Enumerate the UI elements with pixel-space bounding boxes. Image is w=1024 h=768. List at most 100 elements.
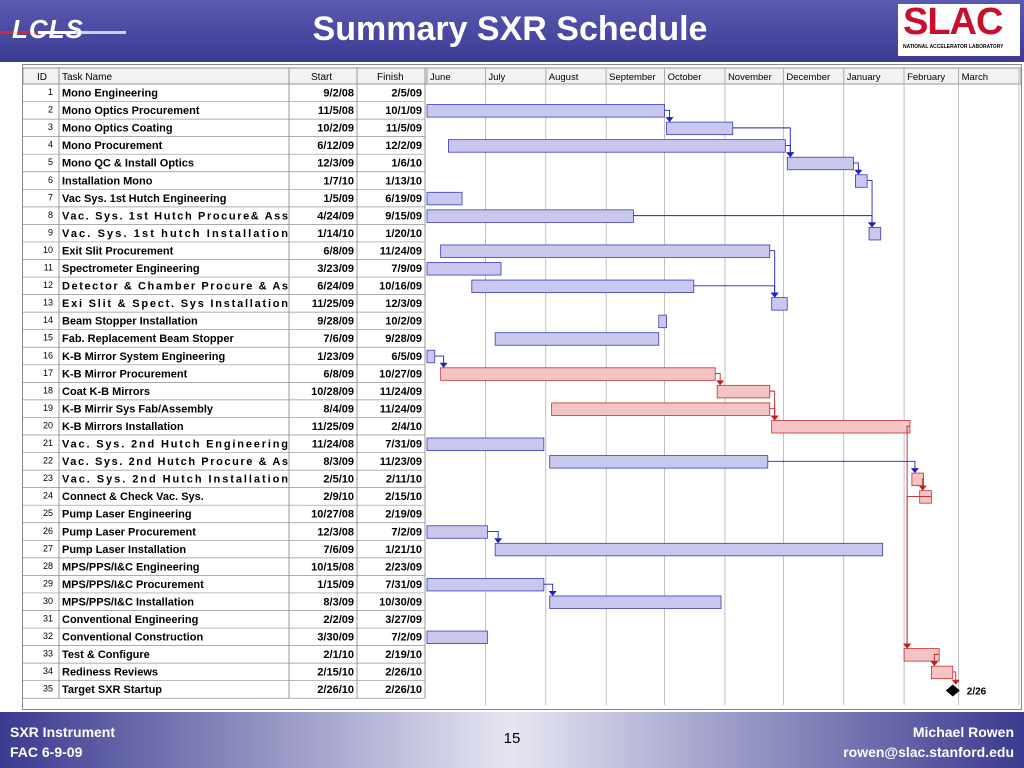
gantt-bar bbox=[855, 174, 868, 188]
task-start: 10/28/09 bbox=[311, 386, 354, 398]
gantt-bar bbox=[426, 104, 665, 118]
task-name: Mono QC & Install Optics bbox=[62, 158, 194, 170]
slac-logo-subtitle: NATIONAL ACCELERATOR LABORATORY bbox=[903, 44, 1004, 50]
dependency-link bbox=[769, 408, 776, 417]
dependency-link bbox=[769, 390, 776, 417]
gantt-chart: ID Task Name Start Finish June July August Sept… bbox=[22, 64, 1022, 710]
gantt-bar bbox=[658, 314, 667, 329]
task-start: 6/12/09 bbox=[317, 140, 354, 152]
month-label-july: July bbox=[488, 72, 505, 83]
task-finish: 7/9/09 bbox=[391, 263, 422, 275]
task-start: 2/9/10 bbox=[323, 491, 354, 503]
table-header-bg bbox=[23, 67, 1021, 85]
task-start: 2/15/10 bbox=[317, 667, 354, 679]
task-finish: 11/5/09 bbox=[386, 123, 422, 135]
gantt-bar bbox=[549, 455, 769, 469]
header-bar: LCLS Summary SXR Schedule SLAC NATIONAL … bbox=[0, 0, 1024, 62]
gantt-bar bbox=[771, 420, 911, 434]
task-name: Target SXR Startup bbox=[62, 684, 162, 696]
task-name: Mono Optics Coating bbox=[62, 123, 173, 135]
task-finish: 3/27/09 bbox=[385, 614, 422, 626]
lcls-logo: LCLS bbox=[12, 14, 84, 44]
task-id: 15 bbox=[43, 333, 53, 343]
task-name: Vac Sys. 1st Hutch Engineering bbox=[62, 193, 226, 205]
footer-instrument: SXR Instrument bbox=[10, 724, 116, 740]
month-label-february: February bbox=[907, 72, 945, 83]
task-finish: 11/24/09 bbox=[380, 403, 422, 415]
task-id: 19 bbox=[43, 403, 53, 413]
month-label-june: June bbox=[430, 72, 451, 83]
task-id: 14 bbox=[43, 315, 53, 325]
month-label-january: January bbox=[847, 72, 881, 83]
gantt-bar bbox=[426, 630, 488, 644]
task-id: 11 bbox=[44, 263, 53, 273]
task-start: 9/2/08 bbox=[323, 88, 354, 100]
task-finish: 6/5/09 bbox=[391, 351, 422, 363]
gantt-bar bbox=[549, 595, 722, 609]
dependency-arrow bbox=[910, 468, 919, 474]
dependency-arrow bbox=[903, 643, 912, 649]
task-id: 30 bbox=[43, 596, 53, 606]
task-id: 28 bbox=[43, 561, 53, 571]
task-id: 21 bbox=[43, 438, 53, 448]
task-finish: 12/3/09 bbox=[385, 298, 422, 310]
gantt-bar bbox=[426, 349, 436, 364]
task-start: 11/25/09 bbox=[312, 421, 354, 433]
task-id: 23 bbox=[43, 473, 53, 483]
task-start: 2/2/09 bbox=[323, 614, 354, 626]
task-id: 17 bbox=[43, 368, 53, 378]
page-number: 15 bbox=[503, 730, 521, 747]
task-id: 4 bbox=[48, 140, 53, 150]
dependency-link bbox=[693, 285, 776, 294]
dependency-arrow bbox=[951, 679, 960, 685]
task-name: Mono Engineering bbox=[62, 88, 158, 100]
dependency-arrow bbox=[868, 222, 877, 228]
task-start: 12/3/09 bbox=[317, 158, 354, 170]
task-id: 29 bbox=[43, 578, 53, 588]
month-label-september: September bbox=[609, 72, 655, 83]
task-finish: 12/2/09 bbox=[385, 140, 422, 152]
dependency-link bbox=[769, 250, 776, 294]
task-start: 7/6/09 bbox=[323, 333, 354, 345]
footer-author: Michael Rowen bbox=[912, 724, 1014, 740]
task-start: 1/15/09 bbox=[317, 579, 354, 591]
task-name: Exi Slit & Spect. Sys Installation bbox=[62, 298, 288, 310]
footer-email: rowen@slac.stanford.edu bbox=[843, 744, 1014, 760]
task-start: 11/25/09 bbox=[312, 298, 354, 310]
task-finish: 2/15/10 bbox=[385, 491, 422, 503]
task-name: Exit Slit Procurement bbox=[62, 245, 174, 257]
task-name: MPS/PPS/I&C Procurement bbox=[62, 579, 204, 591]
task-id: 10 bbox=[43, 245, 53, 255]
month-label-november: November bbox=[728, 72, 772, 83]
task-id: 3 bbox=[48, 122, 53, 132]
milestone-label: 2/26 bbox=[967, 686, 987, 697]
task-finish: 6/19/09 bbox=[385, 193, 422, 205]
task-start: 8/3/09 bbox=[323, 596, 354, 608]
dependency-arrow bbox=[930, 661, 939, 667]
gantt-bar bbox=[771, 297, 788, 311]
gantt-bar bbox=[666, 121, 734, 136]
task-finish: 2/26/10 bbox=[385, 684, 422, 696]
gantt-bar bbox=[494, 542, 884, 557]
task-name: Detector & Chamber Procure & As bbox=[62, 281, 288, 293]
gantt-bar bbox=[786, 156, 854, 171]
task-name: Vac. Sys. 1st Hutch Procure& Ass bbox=[62, 210, 288, 222]
task-start: 12/3/08 bbox=[317, 526, 354, 538]
dependency-arrow bbox=[786, 152, 795, 158]
task-id: 32 bbox=[43, 631, 53, 641]
task-finish: 1/13/10 bbox=[385, 175, 422, 187]
dependency-arrow bbox=[439, 362, 448, 368]
footer-right: Michael Rowen rowen@slac.stanford.edu bbox=[843, 722, 1014, 762]
task-start: 7/6/09 bbox=[323, 544, 354, 556]
gantt-bar bbox=[471, 279, 695, 294]
dependency-arrow bbox=[494, 538, 503, 544]
task-start: 3/23/09 bbox=[317, 263, 354, 275]
task-finish: 7/2/09 bbox=[391, 526, 422, 538]
col-header-id: ID bbox=[37, 72, 47, 83]
task-start: 3/30/09 bbox=[317, 632, 354, 644]
dependency-link bbox=[867, 180, 873, 224]
dependency-link bbox=[767, 460, 916, 470]
dependency-link bbox=[715, 373, 721, 382]
task-start: 6/8/09 bbox=[323, 245, 354, 257]
task-finish: 10/16/09 bbox=[379, 281, 422, 293]
